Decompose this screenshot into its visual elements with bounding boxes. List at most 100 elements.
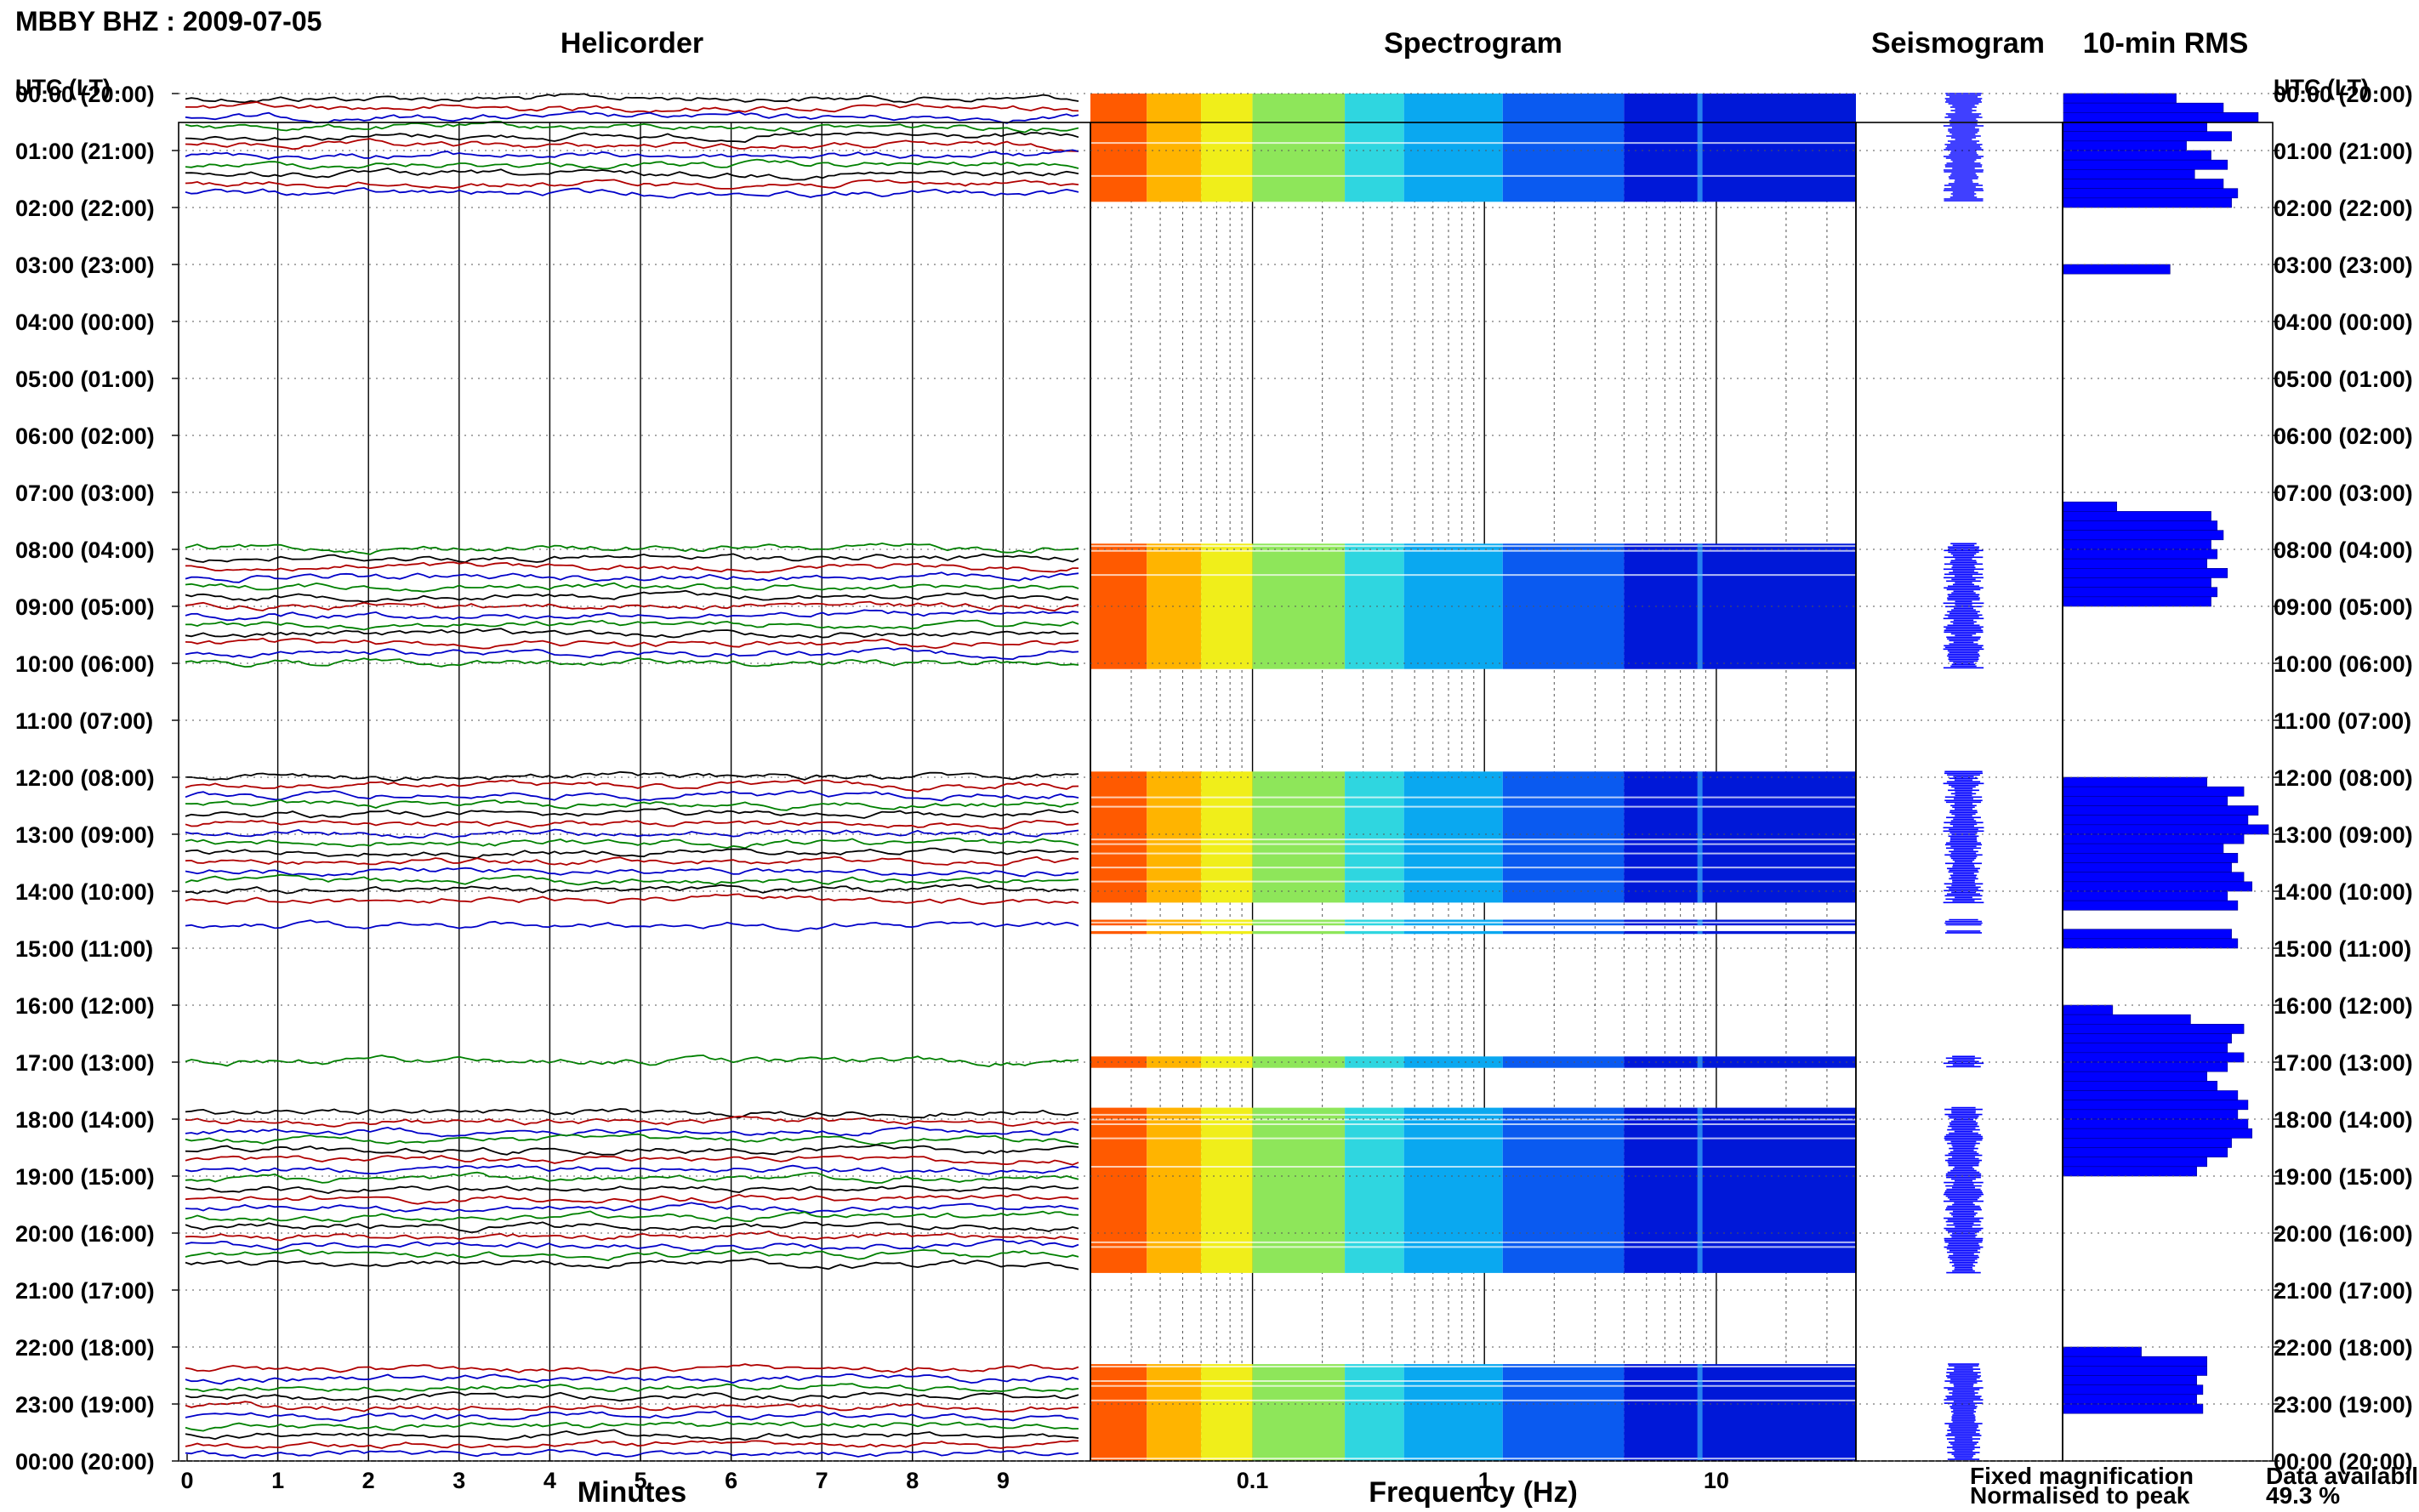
spectrogram-band xyxy=(1345,1107,1404,1273)
rms-bar xyxy=(2063,1052,2245,1063)
spectrogram-band xyxy=(1147,94,1202,202)
rms-bar xyxy=(2063,824,2269,835)
rms-bar xyxy=(2063,1024,2245,1034)
spectrogram-line-feature xyxy=(1697,1056,1703,1068)
rms-bar xyxy=(2063,1090,2239,1100)
hour-label-left: 15:00 (11:00) xyxy=(15,936,153,962)
helicorder-trace xyxy=(185,1144,1079,1156)
minute-tick-labels: 0 1 2 3 4 5 6 7 8 9 xyxy=(180,1454,1010,1493)
hour-label-left: 04:00 (00:00) xyxy=(15,310,155,335)
helicorder-trace xyxy=(185,589,1079,603)
helicorder-trace xyxy=(185,1193,1079,1205)
helicorder-trace xyxy=(185,1410,1079,1422)
hour-label-right: 11:00 (07:00) xyxy=(2274,708,2411,734)
spectrogram-band xyxy=(1624,1364,1856,1461)
hour-label-right: 00:00 (20:00) xyxy=(2274,82,2413,107)
hour-label-left: 10:00 (06:00) xyxy=(15,651,155,677)
spectrogram-band xyxy=(1345,543,1404,669)
hour-label-left: 11:00 (07:00) xyxy=(15,708,153,734)
rms-bar xyxy=(2063,197,2232,208)
helicorder-trace xyxy=(185,657,1079,668)
spectrogram-band xyxy=(1201,1107,1253,1273)
helicorder-trace xyxy=(185,807,1079,819)
hour-label-right: 00:00 (20:00) xyxy=(2274,1449,2413,1475)
spectrogram-line-feature xyxy=(1697,543,1703,669)
helicorder-trace xyxy=(185,1210,1079,1223)
helicorder-trace xyxy=(185,187,1079,199)
hour-label-right: 17:00 (13:00) xyxy=(2274,1050,2413,1076)
spectrogram-band xyxy=(1624,1056,1856,1068)
hour-label-left: 07:00 (03:00) xyxy=(15,480,155,506)
rms-bar xyxy=(2063,862,2232,873)
spectrogram-band xyxy=(1502,543,1625,669)
legend-fixed-magnification: Fixed magnification xyxy=(1970,1463,2194,1489)
rms-bar xyxy=(2063,1100,2249,1111)
rms-bar xyxy=(2063,159,2228,170)
rms-bar xyxy=(2063,1109,2239,1120)
spectrogram-band xyxy=(1201,94,1253,202)
hour-label-left: 00:00 (20:00) xyxy=(15,82,155,107)
hour-label-left: 19:00 (15:00) xyxy=(15,1164,155,1190)
spectrogram-band xyxy=(1345,1364,1404,1461)
helicorder-trace xyxy=(185,1258,1079,1270)
helicorder-trace xyxy=(185,1221,1079,1234)
hour-label-right: 05:00 (01:00) xyxy=(2274,367,2413,392)
hour-label-right: 14:00 (10:00) xyxy=(2274,879,2413,905)
hour-label-right: 21:00 (17:00) xyxy=(2274,1278,2413,1304)
helicorder-trace xyxy=(185,1439,1079,1450)
helicorder-trace xyxy=(185,1155,1079,1166)
data-availability-label: Data availability xyxy=(2266,1463,2419,1489)
helicorder-trace xyxy=(185,1401,1079,1413)
right-axis-title: UTC (LT) xyxy=(2274,75,2369,100)
rms-bar xyxy=(2063,890,2228,901)
hour-label-right: 12:00 (08:00) xyxy=(2274,765,2413,791)
hour-label-right: 15:00 (11:00) xyxy=(2274,936,2411,962)
helicorder-trace xyxy=(185,1115,1079,1128)
helicorder-trace xyxy=(185,101,1079,114)
rms-bar xyxy=(2063,93,2177,104)
spectrogram-band xyxy=(1403,930,1503,935)
hour-label-right: 20:00 (16:00) xyxy=(2274,1221,2413,1247)
minute-tick-label: 2 xyxy=(362,1468,375,1493)
hour-label-right: 04:00 (00:00) xyxy=(2274,310,2413,335)
minute-tick-label: 6 xyxy=(725,1468,737,1493)
rms-panel xyxy=(2063,93,2269,1414)
spectrogram-band xyxy=(1502,94,1625,202)
rms-bar xyxy=(2063,1043,2228,1054)
spectrogram-band xyxy=(1252,771,1346,903)
rms-bar xyxy=(2063,1014,2191,1025)
hour-label-left: 21:00 (17:00) xyxy=(15,1278,155,1304)
helicorder-trace xyxy=(185,1391,1079,1402)
rms-bar xyxy=(2063,150,2211,161)
spectrogram-line-feature xyxy=(1697,930,1703,935)
rms-bar xyxy=(2063,881,2253,892)
spectrogram-band xyxy=(1252,930,1346,935)
helicorder-trace xyxy=(185,1373,1079,1385)
rms-bar xyxy=(2063,805,2259,816)
rms-bar xyxy=(2063,511,2211,521)
rms-bar xyxy=(2063,815,2249,826)
helicorder-trace xyxy=(185,600,1079,612)
helicorder-trace xyxy=(185,837,1079,850)
rms-bar xyxy=(2063,900,2239,911)
helicorder-trace xyxy=(185,111,1079,124)
rms-bar xyxy=(2063,140,2187,151)
helicorder-trace xyxy=(185,873,1079,886)
helicorder-trace xyxy=(185,1448,1079,1459)
hour-label-left: 16:00 (12:00) xyxy=(15,993,155,1019)
spectrogram-band xyxy=(1252,94,1346,202)
helicorder-trace xyxy=(185,1126,1079,1138)
hour-label-left: 08:00 (04:00) xyxy=(15,537,155,563)
helicorder-title: Helicorder xyxy=(561,27,703,60)
helicorder-trace xyxy=(185,619,1079,631)
hour-label-right: 18:00 (14:00) xyxy=(2274,1107,2413,1133)
rms-bar xyxy=(2063,796,2228,806)
rms-bar xyxy=(2063,938,2239,949)
helicorder-trace xyxy=(185,1231,1079,1242)
helicorder-trace xyxy=(185,158,1079,170)
hour-label-left: 06:00 (02:00) xyxy=(15,423,155,449)
rms-bar xyxy=(2063,169,2195,179)
spectrogram-band xyxy=(1147,1364,1202,1461)
